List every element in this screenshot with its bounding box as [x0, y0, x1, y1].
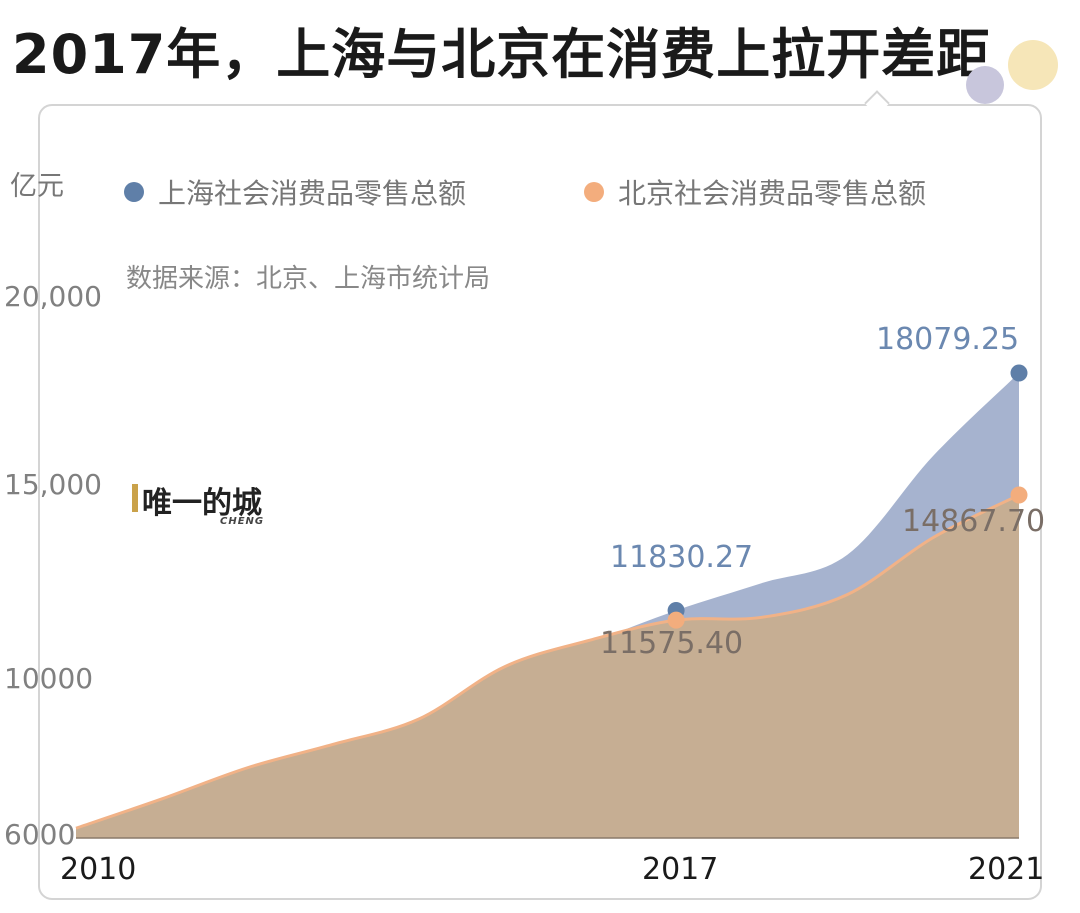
data-point-beijing-2021	[1010, 486, 1028, 504]
legend-label: 北京社会消费品零售总额	[618, 177, 927, 210]
legend-item-shanghai: 上海社会消费品零售总额	[124, 172, 466, 212]
data-label: 14867.70	[902, 504, 1046, 539]
series-area-beijing	[76, 495, 1019, 838]
y-tick-label: 15,000	[4, 468, 102, 501]
decorative-circle	[1008, 40, 1058, 90]
chart-title: 2017年，上海与北京在消费上拉开差距	[12, 23, 992, 86]
data-source-note: 数据来源：北京、上海市统计局	[126, 264, 491, 294]
legend-dot-icon	[584, 182, 604, 202]
data-label: 11830.27	[610, 540, 754, 575]
y-tick-label: 6000	[4, 818, 76, 851]
legend-label: 上海社会消费品零售总额	[158, 177, 467, 210]
chart-panel	[38, 104, 1042, 900]
y-tick-label: 10000	[4, 662, 94, 695]
legend-dot-icon	[124, 182, 144, 202]
series-line-beijing	[75, 493, 1020, 830]
logo-bar-icon	[132, 484, 138, 512]
data-point-beijing-2017	[667, 611, 685, 629]
y-axis-unit: 亿元	[10, 171, 64, 202]
logo-text: 唯一的城	[142, 486, 262, 521]
x-tick-label: 2017	[642, 852, 719, 887]
y-tick-label: 20,000	[4, 280, 102, 313]
data-point-shanghai-2021	[1010, 364, 1028, 382]
data-label: 18079.25	[876, 322, 1020, 357]
decorative-circle	[966, 66, 1004, 104]
x-tick-label: 2010	[60, 852, 137, 887]
logo-subtext: CHENG	[220, 516, 265, 527]
legend-item-beijing: 北京社会消费品零售总额	[584, 172, 926, 212]
x-tick-label: 2021	[968, 852, 1045, 887]
data-label: 11575.40	[600, 626, 744, 661]
